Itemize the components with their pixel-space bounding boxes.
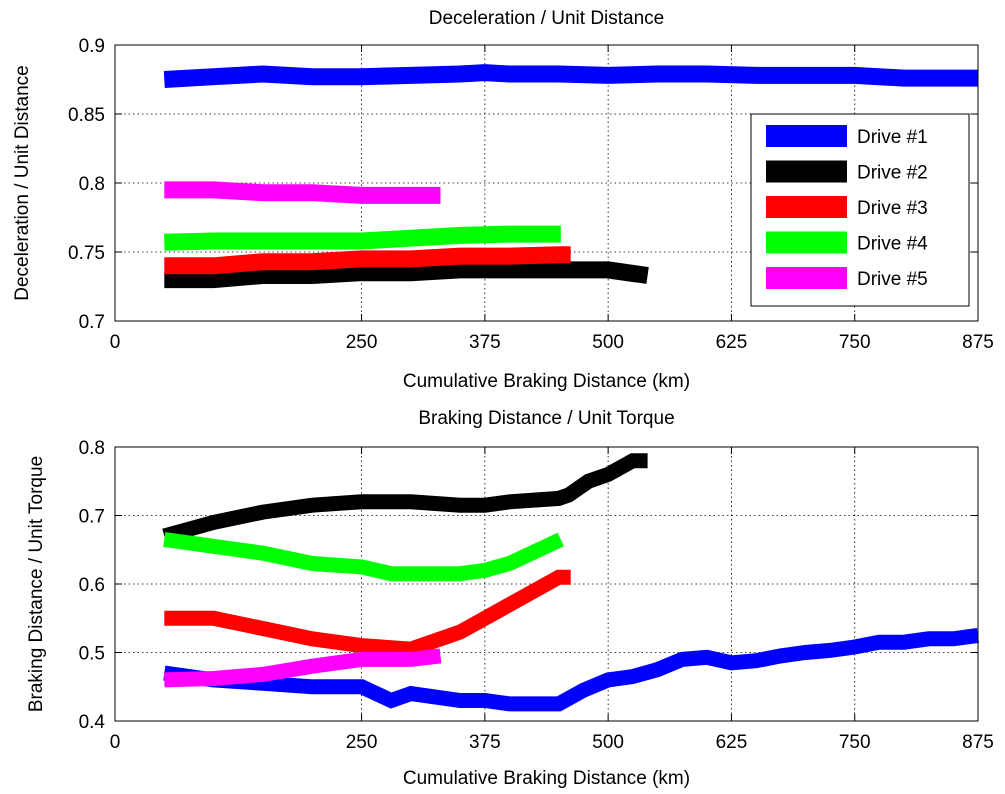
x-axis-label: Cumulative Braking Distance (km) bbox=[403, 371, 690, 392]
x-tick-label: 375 bbox=[469, 732, 501, 753]
y-tick-label: 0.4 bbox=[79, 712, 106, 733]
x-tick-label: 375 bbox=[469, 332, 501, 353]
series-line-drive-4 bbox=[164, 225, 561, 251]
y-tick-label: 0.7 bbox=[79, 312, 105, 333]
x-tick-label: 625 bbox=[716, 332, 748, 353]
y-tick-label: 0.85 bbox=[68, 105, 105, 126]
x-tick-label: 500 bbox=[592, 732, 624, 753]
y-axis-label: Braking Distance / Unit Torque bbox=[26, 456, 47, 712]
x-tick-label: 875 bbox=[962, 732, 994, 753]
y-tick-label: 0.9 bbox=[79, 36, 105, 57]
y-tick-label: 0.8 bbox=[79, 438, 105, 459]
y-tick-label: 0.7 bbox=[79, 507, 105, 528]
series-line-drive-4 bbox=[163, 532, 564, 582]
chart-2: 0 250 375 500 625 750 875 0.4 0.5 0.6 0.7 0.8 Brakin… bbox=[26, 408, 994, 789]
x-axis-label: Cumulative Braking Distance (km) bbox=[403, 768, 690, 789]
x-tick-label: 0 bbox=[110, 332, 121, 353]
series-line-drive-5 bbox=[164, 181, 441, 204]
legend-label-drive-5: Drive #5 bbox=[857, 269, 928, 290]
x-tick-label: 250 bbox=[346, 332, 378, 353]
y-axis-label: Deceleration / Unit Distance bbox=[12, 65, 33, 301]
x-tick-label: 750 bbox=[839, 332, 871, 353]
y-tick-label: 0.5 bbox=[79, 644, 105, 665]
chart-title: Deceleration / Unit Distance bbox=[429, 8, 665, 29]
y-tick-label: 0.6 bbox=[79, 575, 105, 596]
series-line-drive-2 bbox=[164, 261, 649, 289]
plot-border bbox=[114, 446, 979, 722]
series-line-drive-2 bbox=[162, 453, 648, 544]
x-tick-label: 875 bbox=[962, 332, 994, 353]
x-tick-label: 625 bbox=[716, 732, 748, 753]
x-tick-label: 500 bbox=[592, 332, 624, 353]
y-tick-label: 0.75 bbox=[68, 243, 105, 264]
series-line-drive-3 bbox=[164, 246, 571, 275]
chart-1: 0 250 375 500 625 750 875 0.7 0.75 0.8 0.85 0.9 Dece… bbox=[12, 8, 994, 392]
legend-label-drive-3: Drive #3 bbox=[857, 198, 928, 219]
legend-label-drive-2: Drive #2 bbox=[857, 163, 928, 184]
x-tick-label: 250 bbox=[346, 732, 378, 753]
legend-label-drive-4: Drive #4 bbox=[857, 234, 928, 255]
series-line-drive-1 bbox=[163, 627, 980, 712]
legend: Drive #1 Drive #2 Drive #3 Drive #4 Drive #5 bbox=[750, 113, 970, 307]
y-tick-label: 0.8 bbox=[79, 174, 105, 195]
series-line-drive-1 bbox=[163, 64, 978, 88]
x-tick-label: 0 bbox=[110, 732, 121, 753]
series-line-drive-5 bbox=[164, 648, 442, 688]
x-tick-label: 750 bbox=[839, 732, 871, 753]
chart-title: Braking Distance / Unit Torque bbox=[418, 408, 674, 429]
legend-label-drive-1: Drive #1 bbox=[857, 127, 928, 148]
plot-border bbox=[114, 44, 979, 322]
series-line-drive-3 bbox=[164, 569, 571, 657]
